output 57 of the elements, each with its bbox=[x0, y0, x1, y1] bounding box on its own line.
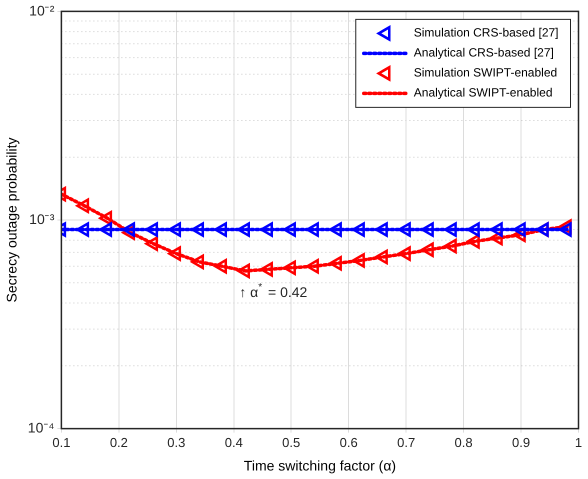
point bbox=[512, 222, 526, 237]
x-tick-label: 0.1 bbox=[52, 434, 70, 450]
point bbox=[214, 222, 228, 237]
point bbox=[99, 222, 112, 237]
point bbox=[352, 253, 365, 268]
point bbox=[237, 222, 250, 237]
point bbox=[306, 222, 319, 237]
point bbox=[306, 258, 319, 274]
point bbox=[260, 222, 273, 237]
point bbox=[260, 262, 273, 277]
x-tick-label: 0.8 bbox=[454, 434, 473, 450]
y-tick-label: 10⁻² bbox=[29, 2, 55, 18]
point bbox=[282, 222, 296, 237]
point bbox=[490, 222, 503, 237]
point bbox=[282, 260, 296, 276]
point bbox=[328, 256, 342, 271]
point bbox=[352, 222, 365, 237]
point bbox=[420, 222, 434, 237]
point bbox=[444, 238, 457, 254]
legend-label: Simulation CRS-based [27] bbox=[414, 26, 559, 40]
point bbox=[398, 222, 411, 237]
legend-label: Analytical SWIPT-enabled bbox=[414, 86, 552, 100]
x-tick-label: 0.6 bbox=[340, 434, 358, 450]
point bbox=[374, 222, 388, 237]
x-axis-title: Time switching factor (α) bbox=[244, 457, 396, 474]
point bbox=[168, 222, 182, 237]
point bbox=[76, 222, 90, 237]
point bbox=[145, 236, 158, 251]
point bbox=[444, 222, 457, 237]
point bbox=[191, 254, 204, 270]
point bbox=[466, 234, 480, 249]
point bbox=[466, 222, 480, 237]
x-tick-label: 1 bbox=[574, 434, 582, 450]
y-tick-label: 10⁻⁴ bbox=[28, 419, 54, 436]
x-tick-label: 0.5 bbox=[282, 434, 300, 450]
point bbox=[558, 222, 572, 237]
x-tick-label: 0.7 bbox=[397, 434, 416, 450]
point bbox=[420, 242, 434, 258]
x-tick-label: 0.2 bbox=[110, 434, 128, 450]
point bbox=[145, 222, 158, 237]
point bbox=[398, 246, 411, 261]
x-tick-label: 0.9 bbox=[512, 434, 530, 450]
point bbox=[214, 258, 228, 274]
x-tick-label: 0.4 bbox=[224, 434, 243, 450]
legend-label: Analytical CRS-based [27] bbox=[414, 46, 554, 60]
point bbox=[122, 222, 136, 237]
annotation: ↑ α* = 0.42 bbox=[239, 282, 308, 300]
legend-label: Simulation SWIPT-enabled bbox=[414, 66, 558, 80]
point bbox=[374, 250, 388, 264]
y-axis-title: Secrecy outage probability bbox=[3, 138, 20, 302]
x-tick-label: 0.3 bbox=[167, 434, 186, 450]
point bbox=[76, 198, 90, 214]
point bbox=[237, 264, 250, 278]
point bbox=[168, 246, 182, 261]
point bbox=[191, 222, 204, 237]
y-tick-label: 10⁻³ bbox=[29, 210, 55, 227]
point bbox=[328, 222, 342, 237]
